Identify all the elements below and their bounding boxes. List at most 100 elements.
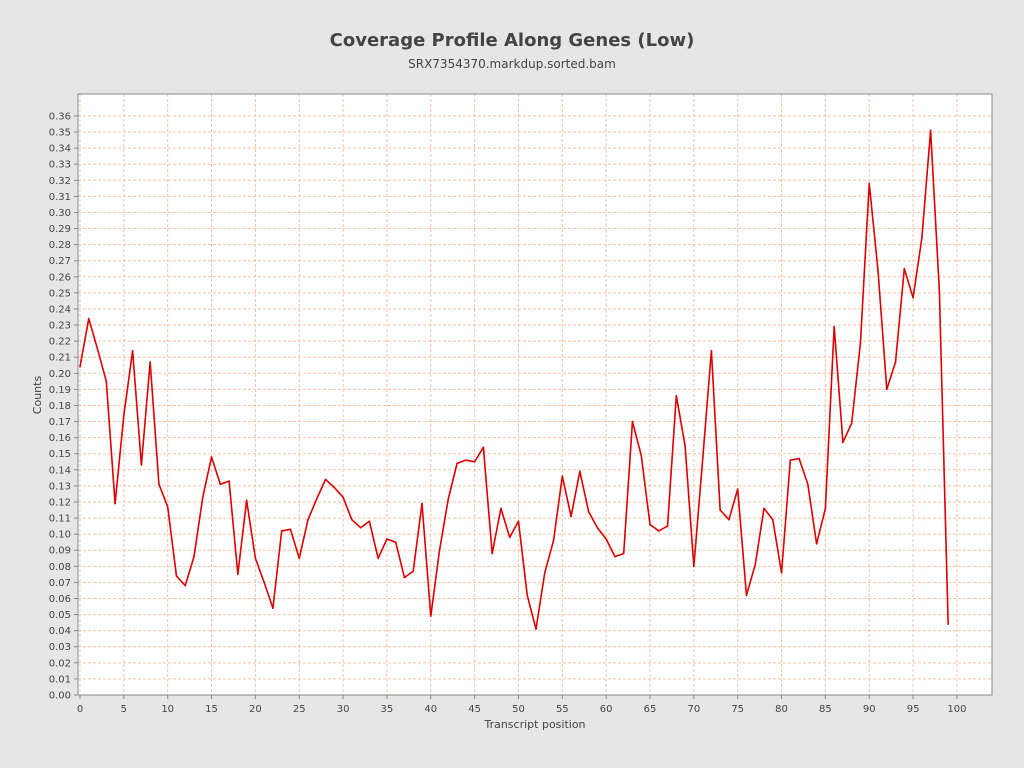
y-tick-label: 0.28 (49, 240, 71, 251)
y-tick-label: 0.00 (49, 691, 71, 702)
series-segment (210, 456, 222, 486)
series-segment (96, 348, 108, 383)
series-segment (245, 499, 257, 560)
series-segment (298, 518, 309, 560)
y-tick-label: 0.04 (49, 626, 71, 637)
series-segment (877, 269, 888, 391)
x-tick-label: 15 (205, 704, 218, 715)
series-segment (675, 395, 686, 447)
series-segment (657, 525, 669, 532)
y-tick-label: 0.34 (49, 144, 71, 155)
series-segment (324, 478, 336, 489)
series-segment (807, 483, 818, 545)
chart-title: Coverage Profile Along Genes (Low) (329, 30, 695, 51)
y-axis-label: Counts (31, 376, 44, 415)
series-segment (815, 507, 827, 545)
series-segment (377, 538, 388, 560)
x-tick-label: 55 (556, 704, 569, 715)
series-segment (438, 497, 450, 552)
y-tick-label: 0.15 (49, 449, 71, 460)
series-segment (473, 446, 485, 463)
y-tick-label: 0.30 (49, 208, 71, 219)
series-segment (622, 420, 634, 555)
x-tick-label: 80 (775, 704, 788, 715)
series-segment (640, 454, 651, 526)
x-tick-label: 75 (731, 704, 744, 715)
series-segment (833, 325, 844, 444)
series-segment (123, 349, 134, 416)
series-layer (79, 129, 949, 630)
series-segment (482, 446, 493, 555)
y-tick-label: 0.32 (49, 176, 71, 187)
y-tick-label: 0.16 (49, 433, 71, 444)
chart-subtitle: SRX7354370.markdup.sorted.bam (408, 57, 616, 71)
x-tick-label: 0 (77, 704, 83, 715)
series-segment (368, 520, 379, 560)
series-segment (842, 422, 853, 444)
series-segment (666, 395, 678, 527)
series-segment (351, 518, 362, 529)
series-segment (745, 563, 757, 597)
series-segment (719, 509, 730, 521)
y-tick-label: 0.20 (49, 369, 71, 380)
series-segment (114, 414, 125, 505)
x-tick-label: 30 (337, 704, 350, 715)
x-tick-label: 95 (907, 704, 920, 715)
x-tick-label: 20 (249, 704, 262, 715)
y-axis: 0.00 0.01 0.02 0.03 0.04 0.05 0.06 0.07 0.08 0.09… (49, 111, 78, 702)
x-tick-label: 90 (863, 704, 876, 715)
y-tick-label: 0.07 (49, 578, 71, 589)
series-segment (526, 594, 537, 630)
y-tick-label: 0.05 (49, 610, 71, 621)
series-segment (359, 520, 371, 529)
series-segment (763, 507, 774, 521)
series-segment (929, 129, 941, 293)
series-segment (912, 237, 923, 299)
x-tick-label: 10 (161, 704, 174, 715)
series-segment (614, 552, 625, 558)
x-tick-label: 25 (293, 704, 306, 715)
series-segment (79, 317, 90, 368)
series-segment (579, 470, 590, 513)
series-segment (570, 470, 581, 518)
series-segment (885, 361, 897, 391)
series-segment (228, 480, 239, 576)
y-tick-label: 0.12 (49, 497, 71, 508)
series-segment (903, 267, 914, 299)
series-segment (780, 459, 792, 574)
series-segment (728, 488, 739, 521)
series-segment (140, 361, 151, 466)
series-segment (868, 182, 879, 272)
series-segment (254, 557, 265, 584)
series-segment (315, 478, 327, 500)
y-tick-label: 0.11 (49, 514, 71, 525)
series-segment (771, 518, 783, 574)
y-tick-label: 0.23 (49, 321, 71, 332)
series-segment (237, 499, 248, 576)
x-tick-label: 50 (512, 704, 525, 715)
series-segment (158, 483, 169, 508)
series-segment (859, 182, 871, 344)
grid-lines (78, 94, 992, 696)
y-tick-label: 0.35 (49, 128, 71, 139)
y-tick-label: 0.06 (49, 594, 71, 605)
series-segment (543, 539, 555, 574)
y-tick-label: 0.17 (49, 417, 71, 428)
x-tick-label: 65 (644, 704, 657, 715)
y-tick-label: 0.24 (49, 304, 71, 315)
series-segment (87, 317, 99, 350)
series-segment (456, 459, 467, 465)
x-tick-label: 85 (819, 704, 832, 715)
y-tick-label: 0.27 (49, 256, 71, 267)
y-tick-label: 0.14 (49, 465, 71, 476)
series-segment (184, 555, 195, 587)
x-tick-label: 35 (381, 704, 394, 715)
y-tick-label: 0.22 (49, 337, 71, 348)
series-segment (491, 507, 502, 555)
series-segment (938, 290, 949, 626)
series-segment (824, 325, 835, 510)
series-segment (289, 528, 301, 560)
series-segment (342, 496, 353, 521)
x-tick-label: 60 (600, 704, 613, 715)
